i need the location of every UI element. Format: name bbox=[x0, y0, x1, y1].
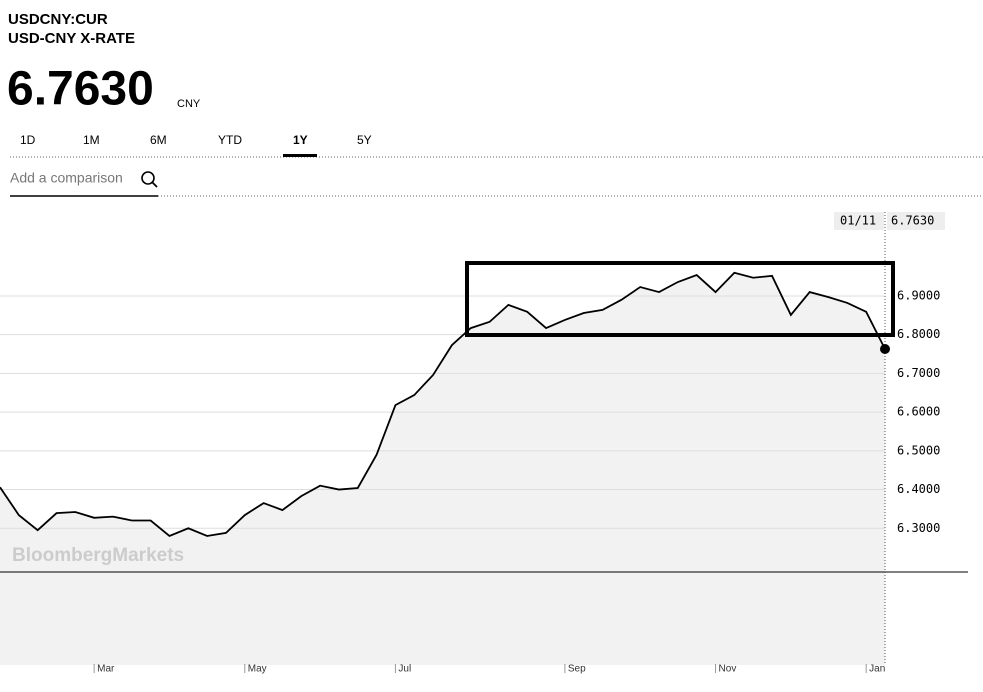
y-tick-label: 6.6000 bbox=[897, 405, 940, 419]
tab[interactable]: 1Y bbox=[293, 133, 308, 147]
cursor-value-box bbox=[887, 212, 945, 230]
currency: CNY bbox=[177, 98, 201, 110]
area bbox=[0, 272, 885, 572]
tab[interactable]: YTD bbox=[218, 133, 242, 147]
price-line bbox=[0, 271, 886, 538]
comparison-input[interactable]: Add a comparison bbox=[10, 170, 123, 186]
y-tick-label: 6.5000 bbox=[897, 443, 940, 457]
y-tick-label: 6.4000 bbox=[897, 482, 940, 496]
search-icon[interactable] bbox=[141, 171, 158, 188]
last-point bbox=[880, 343, 890, 354]
cursor-value: 6.7630 bbox=[891, 214, 934, 228]
y-tick-label: 6.8000 bbox=[897, 327, 940, 341]
price: 6.7630 bbox=[7, 63, 154, 116]
x-tick-label: Nov bbox=[719, 664, 737, 675]
cursor-date-box bbox=[834, 212, 884, 230]
ticker: USDCNY:CUR bbox=[8, 11, 108, 28]
x-tick-label: Jan bbox=[869, 664, 885, 675]
cursor-date: 01/11 bbox=[840, 214, 876, 228]
volume-panel bbox=[0, 572, 885, 665]
tab[interactable]: 1M bbox=[83, 133, 100, 147]
instrument-name: USD-CNY X-RATE bbox=[8, 30, 135, 47]
x-tick-label: Sep bbox=[568, 664, 586, 675]
x-tick-label: May bbox=[248, 664, 267, 675]
y-tick-label: 6.9000 bbox=[897, 288, 940, 302]
x-tick-label: Mar bbox=[97, 664, 115, 675]
annotation-box bbox=[465, 261, 895, 337]
tab[interactable]: 6M bbox=[150, 133, 167, 147]
y-tick-label: 6.7000 bbox=[897, 366, 940, 380]
y-tick-label: 6.3000 bbox=[897, 521, 940, 535]
tab[interactable]: 5Y bbox=[357, 133, 372, 147]
tab[interactable]: 1D bbox=[20, 133, 36, 147]
watermark: BloombergMarkets bbox=[12, 545, 184, 566]
active-tab-underline bbox=[283, 154, 317, 157]
x-tick-label: Jul bbox=[398, 664, 411, 675]
